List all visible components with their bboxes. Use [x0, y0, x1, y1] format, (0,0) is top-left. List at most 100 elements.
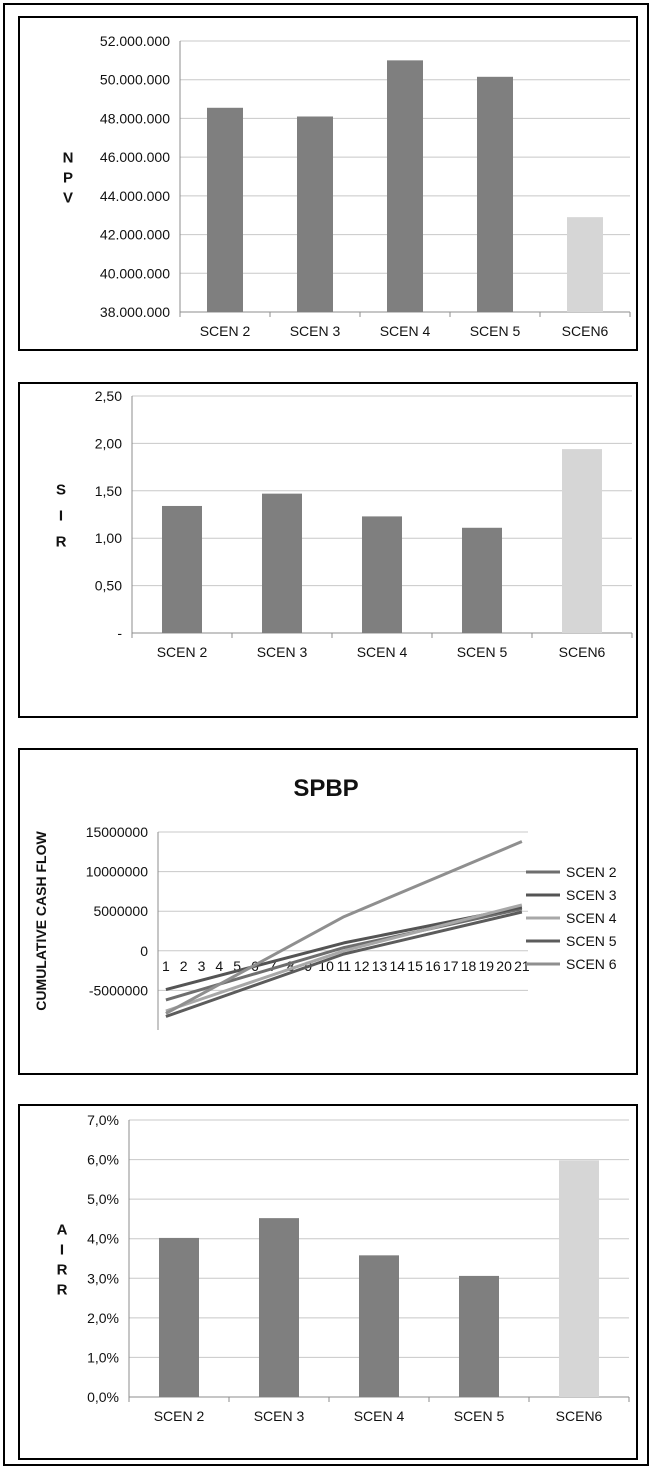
x-category-label: SCEN 5 — [454, 1408, 505, 1424]
x-tick-label: 16 — [425, 958, 441, 974]
bar — [162, 505, 202, 633]
y-tick-label: 0 — [140, 943, 148, 959]
y-tick-label: 50.000.000 — [100, 72, 170, 88]
bar — [387, 60, 423, 312]
series-line — [165, 910, 523, 1018]
y-tick-label: 40.000.000 — [100, 265, 170, 281]
sir-chart-panel: - 0,50 1,00 1,50 2,00 2,50 SCEN 2 SCEN 3 SCEN 4 S… — [18, 382, 638, 718]
y-tick-label: 15000000 — [86, 824, 149, 840]
bar — [262, 493, 302, 633]
y-axis-label-letter: R — [56, 534, 67, 551]
x-tick-label: 21 — [514, 958, 530, 974]
y-tick-label: 1,0% — [87, 1349, 119, 1365]
bar — [477, 76, 513, 312]
x-tick-label: 2 — [180, 958, 188, 974]
x-tick-label: 12 — [354, 958, 370, 974]
bar — [207, 107, 243, 313]
x-category-label: SCEN 5 — [457, 644, 508, 660]
series-line — [165, 840, 523, 1015]
y-axis-label-letter: S — [56, 482, 66, 499]
y-tick-label: 38.000.000 — [100, 304, 170, 320]
x-category-label: SCEN6 — [562, 323, 609, 339]
bar — [259, 1218, 299, 1397]
bar — [362, 516, 402, 633]
legend-label: SCEN 4 — [566, 910, 617, 926]
y-tick-label: 0,50 — [95, 578, 122, 594]
x-category-label: SCEN 5 — [470, 323, 521, 339]
y-axis-label-letter: I — [59, 508, 63, 525]
bar — [559, 1160, 599, 1397]
npv-bar-chart: 38.000.000 40.000.000 42.000.000 44.000.000… — [63, 33, 631, 339]
npv-chart-panel: 38.000.000 40.000.000 42.000.000 44.000.000… — [18, 16, 638, 351]
bar — [567, 217, 603, 312]
airr-chart-panel: 0,0% 1,0% 2,0% 3,0% 4,0% 5,0% 6,0% 7,0% SCEN 2 SC… — [18, 1104, 638, 1460]
bar — [562, 449, 602, 633]
x-tick-label: 7 — [269, 958, 277, 974]
x-tick-label: 18 — [461, 958, 477, 974]
x-category-label: SCEN6 — [556, 1408, 603, 1424]
y-tick-label: 0,0% — [87, 1389, 119, 1405]
x-tick-label: 15 — [407, 958, 423, 974]
y-axis-label-letter: R — [57, 1262, 68, 1279]
x-tick-label: 1 — [162, 958, 170, 974]
y-axis-label-letter: I — [60, 1242, 64, 1259]
chart-title: SPBP — [293, 775, 358, 802]
y-axis-label-letter: P — [63, 170, 73, 187]
series-line — [165, 903, 523, 1013]
y-tick-label: 46.000.000 — [100, 149, 170, 165]
x-tick-label: 14 — [390, 958, 406, 974]
x-category-label: SCEN 2 — [154, 1408, 205, 1424]
legend-label: SCEN 2 — [566, 864, 617, 880]
y-tick-label: - — [117, 625, 122, 641]
legend-label: SCEN 3 — [566, 887, 617, 903]
y-tick-label: 2,50 — [95, 388, 122, 404]
x-category-label: SCEN 4 — [380, 323, 431, 339]
y-axis-label-letter: N — [63, 150, 74, 167]
x-tick-label: 20 — [496, 958, 512, 974]
y-tick-label: -5000000 — [89, 982, 148, 998]
y-tick-label: 1,00 — [95, 530, 122, 546]
x-tick-label: 11 — [337, 958, 352, 974]
airr-bar-chart: 0,0% 1,0% 2,0% 3,0% 4,0% 5,0% 6,0% 7,0% SCEN 2 SC… — [57, 1112, 630, 1424]
bar — [159, 1237, 199, 1397]
y-tick-label: 42.000.000 — [100, 227, 170, 243]
y-tick-label: 4,0% — [87, 1231, 119, 1247]
x-tick-label: 19 — [479, 958, 495, 974]
sir-bar-chart: - 0,50 1,00 1,50 2,00 2,50 SCEN 2 SCEN 3 SCEN 4 S… — [56, 388, 633, 660]
legend-label: SCEN 6 — [566, 956, 617, 972]
x-category-label: SCEN 3 — [254, 1408, 305, 1424]
y-tick-label: 3,0% — [87, 1270, 119, 1286]
y-tick-label: 48.000.000 — [100, 110, 170, 126]
bar — [459, 1275, 499, 1397]
x-category-label: SCEN 2 — [200, 323, 251, 339]
x-category-label: SCEN 2 — [157, 644, 208, 660]
x-category-label: SCEN 4 — [357, 644, 408, 660]
bar — [359, 1255, 399, 1397]
x-category-label: SCEN 3 — [290, 323, 341, 339]
bar — [462, 527, 502, 633]
y-tick-label: 5,0% — [87, 1191, 119, 1207]
y-tick-label: 5000000 — [93, 903, 148, 919]
x-tick-label: 3 — [198, 958, 206, 974]
y-tick-label: 52.000.000 — [100, 33, 170, 49]
y-tick-label: 2,0% — [87, 1310, 119, 1326]
x-tick-label: 4 — [215, 958, 223, 974]
legend-label: SCEN 5 — [566, 933, 617, 949]
x-category-label: SCEN 4 — [354, 1408, 405, 1424]
spbp-chart-panel: SPBP -5000000 0 5000000 10000000 15000000 1 2 3 4… — [18, 748, 638, 1075]
x-tick-label: 13 — [372, 958, 388, 974]
y-tick-label: 1,50 — [95, 483, 122, 499]
y-axis-label: CUMULATIVE CASH FLOW — [33, 831, 49, 1011]
bar — [297, 116, 333, 312]
y-axis-label-letter: V — [63, 190, 73, 207]
x-category-label: SCEN6 — [559, 644, 606, 660]
y-tick-label: 2,00 — [95, 435, 122, 451]
y-tick-label: 6,0% — [87, 1152, 119, 1168]
x-tick-label: 5 — [233, 958, 241, 974]
y-tick-label: 10000000 — [86, 864, 149, 880]
figure-frame — [3, 3, 649, 1466]
y-tick-label: 7,0% — [87, 1112, 119, 1128]
y-tick-label: 44.000.000 — [100, 188, 170, 204]
x-tick-label: 8 — [287, 958, 295, 974]
